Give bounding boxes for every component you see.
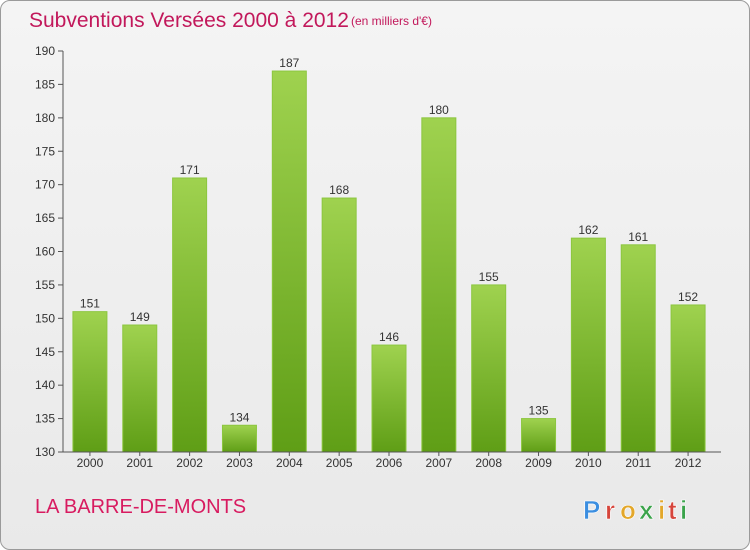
value-label-2000: 151: [80, 297, 100, 311]
value-label-2010: 162: [578, 223, 598, 237]
logo-letter: i: [680, 495, 687, 525]
y-axis: 130 135 140 145 150 155 160 165 170 175 180 185 190: [35, 44, 64, 459]
x-tick-label-2002: 2002: [176, 456, 203, 470]
y-tick-label: 170: [35, 178, 55, 192]
y-tick-label: 145: [35, 345, 55, 359]
value-label-2005: 168: [329, 183, 349, 197]
x-tick-label-2001: 2001: [126, 456, 153, 470]
x-tick-label-2004: 2004: [276, 456, 303, 470]
bar-2012: [670, 304, 706, 453]
y-tick-label: 185: [35, 77, 55, 91]
bars: 151 149 171 134 187 168 146 180 155 135 162 161 152: [72, 56, 706, 453]
x-tick-label-2010: 2010: [575, 456, 602, 470]
bar-2006: [371, 344, 407, 453]
y-tick-label: 165: [35, 211, 55, 225]
value-label-2006: 146: [379, 330, 399, 344]
bar-2007: [421, 117, 457, 453]
value-label-2012: 152: [678, 290, 698, 304]
bar-2002: [172, 177, 208, 453]
x-tick-label-2009: 2009: [525, 456, 552, 470]
bar-2004: [271, 70, 307, 453]
logo-letter: r: [605, 495, 615, 525]
y-tick-label: 180: [35, 111, 55, 125]
unit-note: (en milliers d'€): [351, 14, 432, 28]
bar-2000: [72, 311, 108, 453]
logo-letter: P: [583, 495, 600, 525]
x-tick-label-2006: 2006: [376, 456, 403, 470]
value-label-2001: 149: [130, 310, 150, 324]
x-tick-label-2000: 2000: [77, 456, 104, 470]
x-tick-label-2007: 2007: [425, 456, 452, 470]
bar-2001: [122, 324, 158, 453]
logo-letter: x: [639, 495, 654, 525]
bar-2011: [620, 244, 656, 453]
bar-2003: [221, 424, 257, 453]
logo-letter: i: [658, 495, 665, 525]
x-tick-label-2012: 2012: [675, 456, 702, 470]
logo-letter: t: [668, 495, 677, 525]
chart-title: Subventions Versées 2000 à 2012: [29, 9, 349, 32]
x-axis: 2000 2001 2002 2003 2004 2005 2006 2007 2008 2009…: [63, 451, 721, 470]
y-tick-label: 140: [35, 378, 55, 392]
commune-name: LA BARRE-DE-MONTS: [35, 496, 247, 518]
value-label-2003: 134: [229, 410, 249, 424]
value-label-2011: 161: [628, 230, 648, 244]
bar-2009: [521, 418, 557, 453]
value-label-2002: 171: [180, 163, 200, 177]
value-label-2004: 187: [279, 56, 299, 70]
value-label-2007: 180: [429, 103, 449, 117]
x-tick-label-2011: 2011: [625, 456, 651, 470]
y-tick-label: 135: [35, 412, 55, 426]
x-tick-label-2003: 2003: [226, 456, 253, 470]
bar-2010: [570, 237, 606, 453]
logo-letter: o: [620, 495, 636, 525]
bar-2008: [471, 284, 507, 453]
y-tick-label: 160: [35, 245, 55, 259]
value-label-2008: 155: [479, 270, 499, 284]
x-tick-label-2008: 2008: [475, 456, 502, 470]
y-tick-label: 155: [35, 278, 55, 292]
y-tick-label: 130: [35, 445, 55, 459]
y-tick-label: 190: [35, 44, 55, 58]
value-label-2009: 135: [529, 404, 549, 418]
bar-2005: [321, 197, 357, 453]
y-tick-label: 175: [35, 144, 55, 158]
y-tick-label: 150: [35, 311, 55, 325]
x-tick-label-2005: 2005: [326, 456, 353, 470]
